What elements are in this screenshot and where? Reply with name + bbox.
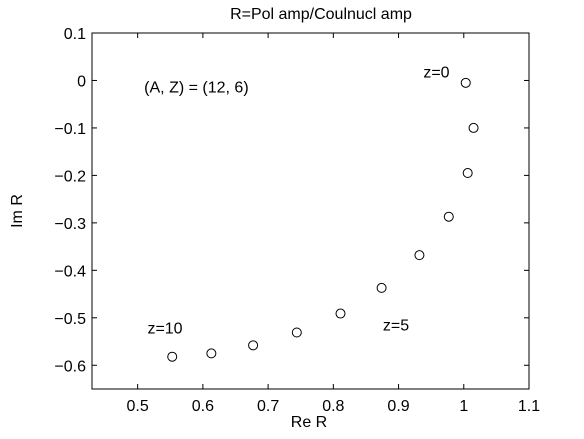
annotation-label: z=0 — [423, 65, 449, 82]
data-point — [462, 168, 473, 179]
x-tick-label: 0.7 — [257, 398, 279, 415]
x-tick-label: 1.1 — [518, 398, 540, 415]
data-points — [167, 77, 479, 362]
data-point — [468, 122, 479, 133]
y-tick-label: −0.5 — [54, 311, 86, 328]
x-axis-ticks: 0.5 0.6 0.7 0.8 0.9 1 1.1 — [127, 33, 540, 415]
y-tick-label: −0.6 — [54, 358, 86, 375]
y-tick-label: −0.1 — [54, 121, 86, 138]
chart-title: R=Pol amp/Coulnucl amp — [230, 6, 412, 23]
data-point — [443, 211, 454, 222]
data-point — [248, 340, 259, 351]
annotation-label: (A, Z) = (12, 6) — [144, 79, 248, 96]
data-point — [167, 351, 178, 362]
data-point — [335, 308, 346, 319]
y-tick-label: −0.3 — [54, 216, 86, 233]
data-point — [414, 250, 425, 261]
annotation-label: z=10 — [147, 320, 182, 337]
x-tick-label: 1 — [459, 398, 468, 415]
y-tick-label: 0.1 — [64, 26, 86, 43]
y-tick-label: −0.4 — [54, 263, 86, 280]
data-point — [291, 327, 302, 338]
annotations: (A, Z) = (12, 6) z=0 z=5 z=10 — [144, 65, 450, 338]
data-point — [206, 348, 217, 359]
y-axis-label: Im R — [9, 194, 26, 228]
y-tick-label: 0 — [77, 73, 86, 90]
data-point — [376, 282, 387, 293]
y-axis-ticks: 0.1 0 −0.1 −0.2 −0.3 −0.4 −0.5 −0.6 — [54, 26, 529, 375]
x-tick-label: 0.9 — [387, 398, 409, 415]
x-tick-label: 0.6 — [192, 398, 214, 415]
data-point — [460, 77, 471, 88]
y-tick-label: −0.2 — [54, 168, 86, 185]
x-tick-label: 0.5 — [127, 398, 149, 415]
x-tick-label: 0.8 — [322, 398, 344, 415]
annotation-label: z=5 — [383, 318, 409, 335]
plot-area — [91, 32, 530, 390]
x-axis-label: Re R — [291, 414, 327, 431]
